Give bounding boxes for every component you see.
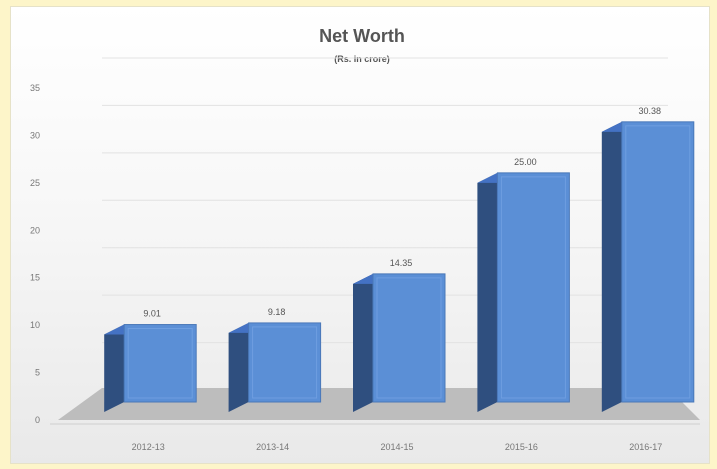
chart-subtitle: (Rs. in crore) (334, 54, 390, 64)
x-tick-label: 2013-14 (256, 442, 289, 452)
bar-inner (376, 277, 442, 399)
bar: 9.18 (228, 307, 322, 412)
data-label: 9.18 (268, 307, 286, 317)
bar-side (477, 172, 498, 412)
bar-side (104, 324, 125, 412)
x-tick-label: 2016-17 (629, 442, 662, 452)
bar-side (601, 121, 622, 412)
chart-area: Net Worth (Rs. in crore) 0 5 10 15 20 25 30 35 … (10, 6, 710, 464)
data-label: 30.38 (639, 106, 662, 116)
bar-front (248, 322, 322, 403)
y-tick-label: 35 (30, 83, 40, 93)
bar: 30.38 (601, 106, 695, 412)
bar-front (496, 172, 570, 403)
bar-front (123, 324, 197, 403)
bars: 9.01 9.18 14.35 25.00 30.38 (104, 106, 695, 412)
data-label: 25.00 (514, 157, 537, 167)
bar-side (228, 322, 249, 412)
x-tick-label: 2014-15 (380, 442, 413, 452)
y-tick-label: 30 (30, 130, 40, 140)
chart-title: Net Worth (319, 26, 405, 46)
bar: 9.01 (104, 309, 197, 412)
data-label: 9.01 (143, 309, 161, 319)
bar: 25.00 (477, 157, 570, 412)
bar-inner (252, 326, 318, 399)
x-tick-label: 2012-13 (132, 442, 165, 452)
bar-inner (625, 125, 691, 399)
y-tick-label: 0 (35, 415, 40, 425)
y-tick-label: 25 (30, 178, 40, 188)
x-tick-label: 2015-16 (505, 442, 538, 452)
y-tick-label: 20 (30, 225, 40, 235)
x-axis-ticks: 2012-13 2013-14 2014-15 2015-16 2016-17 (50, 423, 700, 452)
bar-front (621, 121, 695, 403)
net-worth-chart: Net Worth (Rs. in crore) 05101520253035 … (30, 26, 700, 452)
bar-inner (127, 328, 193, 399)
y-axis-ticks: 0 5 10 15 20 25 30 35 (30, 83, 40, 425)
bar-front (372, 273, 446, 403)
y-tick-label: 10 (30, 320, 40, 330)
y-tick-label: 15 (30, 273, 40, 283)
data-label: 14.35 (390, 258, 413, 268)
bar: 14.35 (353, 258, 446, 412)
bar-inner (500, 176, 566, 399)
bar-side (353, 273, 373, 412)
y-tick-label: 5 (35, 368, 40, 378)
